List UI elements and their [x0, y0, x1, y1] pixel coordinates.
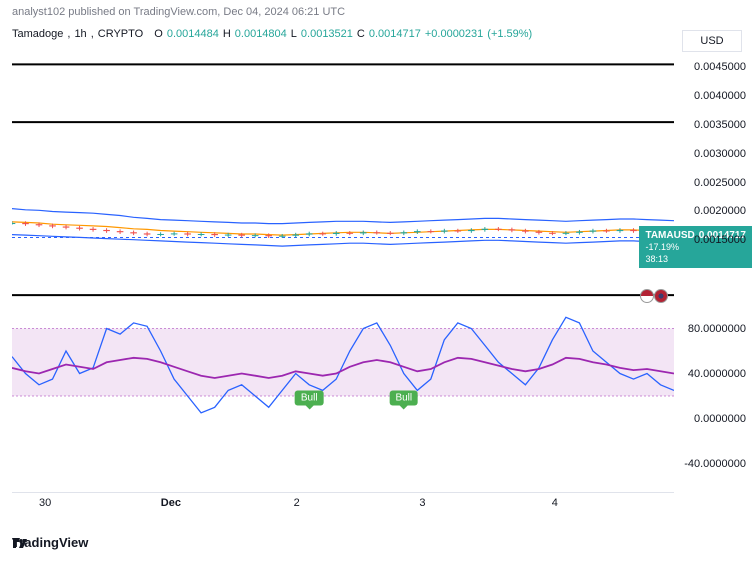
- y-tick-price: 0.0025000: [694, 177, 746, 189]
- publish-header: analyst102 published on TradingView.com,…: [0, 0, 752, 24]
- y-tick-price: 0.0030000: [694, 148, 746, 160]
- symbol-name[interactable]: Tamadoge: [12, 28, 63, 40]
- o-label: O: [154, 28, 163, 40]
- y-tick-price: 0.0040000: [694, 90, 746, 102]
- l-val: 0.0013521: [301, 28, 353, 40]
- x-tick: 4: [552, 497, 558, 509]
- price-badge: TAMAUSD 0.0014717 -17.19% 38:13: [639, 226, 752, 268]
- y-tick-price: 0.0015000: [694, 234, 746, 246]
- y-tick-osc: -40.0000000: [684, 458, 746, 470]
- x-tick: 30: [39, 497, 51, 509]
- flag-icon: [640, 289, 654, 303]
- y-axis-right[interactable]: TAMAUSD 0.0014717 -17.19% 38:13 0.004500…: [674, 50, 752, 490]
- y-tick-price: 0.0035000: [694, 119, 746, 131]
- y-tick-price: 0.0020000: [694, 205, 746, 217]
- l-label: L: [291, 28, 297, 40]
- chart-area[interactable]: Bull Bull: [12, 50, 674, 490]
- y-tick-osc: 40.0000000: [688, 368, 746, 380]
- h-val: 0.0014804: [235, 28, 287, 40]
- o-val: 0.0014484: [167, 28, 219, 40]
- change-pct: (+1.59%): [487, 28, 532, 40]
- ohlc-bar: Tamadoge, 1h, CRYPTO O0.0014484 H0.00148…: [0, 24, 752, 44]
- bull-marker: Bull: [389, 391, 418, 406]
- x-tick: 2: [294, 497, 300, 509]
- y-axis-unit[interactable]: USD: [682, 30, 742, 52]
- publish-text: analyst102 published on TradingView.com,…: [12, 6, 345, 18]
- change-val: +0.0000231: [425, 28, 483, 40]
- c-label: C: [357, 28, 365, 40]
- tradingview-brand[interactable]: TradingView: [12, 535, 88, 550]
- interval[interactable]: 1h: [74, 28, 86, 40]
- y-tick-osc: 0.0000000: [694, 413, 746, 425]
- tradingview-logo-icon: [12, 535, 28, 551]
- y-tick-osc: 80.0000000: [688, 323, 746, 335]
- c-val: 0.0014717: [369, 28, 421, 40]
- exchange: CRYPTO: [98, 28, 143, 40]
- y-tick-price: 0.0045000: [694, 61, 746, 73]
- price-chart-svg: [12, 50, 674, 298]
- badge-pair: TAMAUSD: [645, 229, 694, 242]
- badge-timer: 38:13: [645, 254, 746, 266]
- oscillator-svg: [12, 306, 674, 486]
- country-flags-badge: [640, 289, 668, 303]
- x-axis[interactable]: 30 Dec 2 3 4: [12, 492, 674, 512]
- x-tick: 3: [419, 497, 425, 509]
- x-tick: Dec: [161, 497, 181, 509]
- h-label: H: [223, 28, 231, 40]
- flag-icon: [654, 289, 668, 303]
- bull-marker: Bull: [295, 391, 324, 406]
